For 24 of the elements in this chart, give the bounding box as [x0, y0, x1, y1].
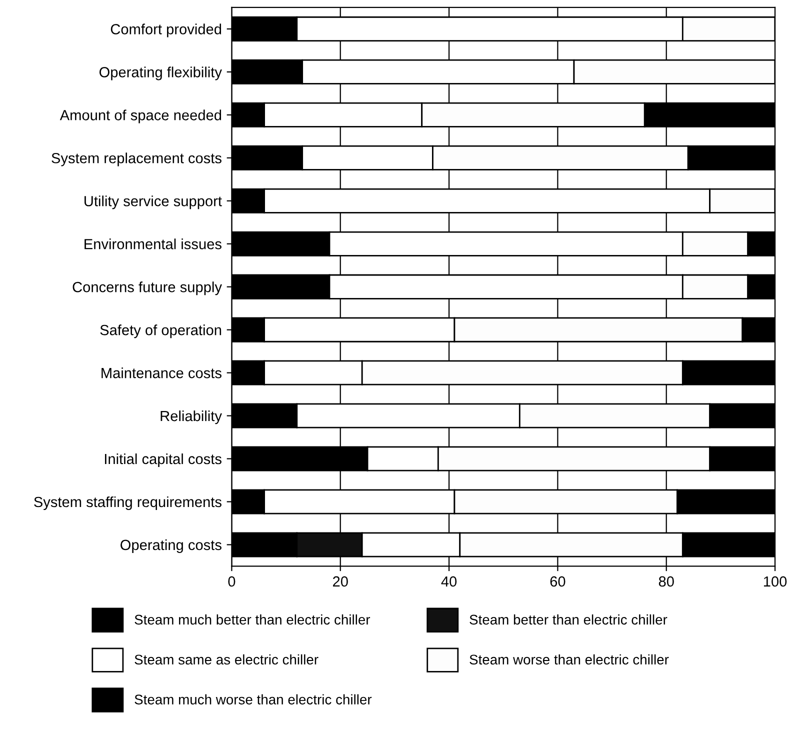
- x-tick-label: 0: [228, 576, 236, 587]
- x-tick-label: 100: [764, 576, 787, 587]
- legend-label: Steam worse than electric chiller: [470, 654, 669, 665]
- y-tick-label: Operating costs: [120, 539, 222, 554]
- y-tick-label: Concerns future supply: [72, 282, 222, 296]
- x-tick-label: 40: [441, 576, 457, 587]
- legend-label: Steam same as electric chiller: [134, 654, 318, 665]
- legend-label: Steam much worse than electric chiller: [134, 694, 372, 704]
- y-tick-label: System staffing requirements: [34, 496, 222, 510]
- y-tick-label: Safety of operation: [100, 324, 222, 338]
- x-tick-label: 60: [550, 576, 566, 587]
- x-tick-label: 80: [658, 576, 674, 587]
- legend-label: Steam much better than electric chiller: [134, 614, 370, 625]
- y-tick-label: Environmental issues: [84, 238, 222, 250]
- y-tick-label: Comfort provided: [110, 24, 222, 38]
- x-tick-label: 20: [333, 576, 348, 587]
- y-tick-label: Initial capital costs: [105, 453, 222, 468]
- y-tick-label: Amount of space needed: [60, 110, 222, 124]
- y-tick-label: Reliability: [160, 410, 222, 424]
- y-tick-label: Utility service support: [84, 196, 222, 210]
- y-tick-label: Operating flexibility: [99, 66, 222, 80]
- y-tick-label: System replacement costs: [52, 152, 222, 166]
- y-tick-label: Maintenance costs: [102, 368, 222, 378]
- legend-label: Steam better than electric chiller: [470, 614, 668, 625]
